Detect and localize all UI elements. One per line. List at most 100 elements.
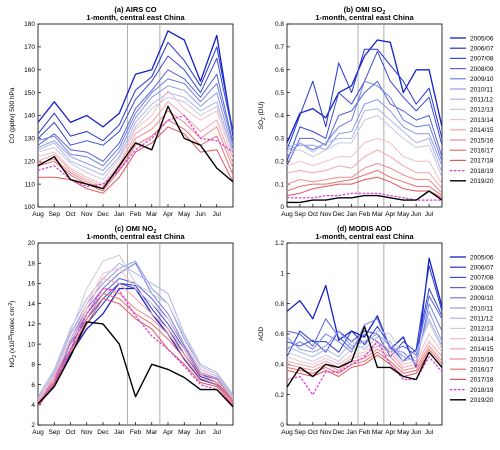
y-tick-label: 0.1 [275,181,284,188]
y-tick-label: 110 [25,181,36,188]
x-tick-label: Apr [385,429,396,436]
x-tick-label: Mar [372,429,384,436]
legend-label: 2007/08 [470,275,494,282]
x-tick-label: Jun [411,429,422,436]
plot-frame [37,242,234,426]
y-axis-label-middle: (x10 [9,340,16,355]
y-tick-label: 0.4 [275,362,284,369]
legend-label: 2012/13 [470,107,494,114]
series-line-2019-20 [287,325,442,388]
x-tick-label: Nov [81,429,93,436]
chart-panel-2: 2 4 6 8 10 12 14 16 18 20 Aug Sep Oct Nov Dec Jan Feb Mar… [8,224,234,436]
chart-title-subscript: 2 [382,10,385,16]
series-line-2013-14 [287,333,442,365]
x-tick-label: May [178,211,191,218]
y-tick-label: 20 [28,240,36,247]
legend-label: 2016/17 [470,148,494,155]
legend-label: 2009/10 [470,295,494,302]
y-axis-label-tail: molec cm [9,307,16,335]
series-line-2006-07 [38,41,233,142]
legend-label: 2014/15 [470,346,494,353]
x-tick-label: Mar [146,429,158,436]
y-tick-label: 1.2 [275,240,284,247]
y-tick-label: 6 [31,382,35,389]
y-tick-label: 0.6 [275,331,284,338]
y-tick-label: 0.5 [275,90,284,97]
x-tick-label: Feb [359,429,371,436]
x-tick-label: Jul [425,429,434,436]
y-tick-label: 0.4 [275,113,284,120]
chart-title-text: (a) AIRS CO [114,5,156,14]
chart-title-text: (b) OMI SO [344,5,383,14]
x-tick-label: Mar [372,211,384,218]
legend-label: 2016/17 [470,367,494,374]
chart-panel-1: 0 0.1 0.2 0.3 0.4 0.5 0.6 0.7 0.8 Aug Sep Oct Nov Dec… [258,5,494,218]
y-tick-label: 16 [28,281,36,288]
y-tick-label: 0 [280,204,284,211]
series-line-2011-12 [287,108,442,173]
legend-label: 2017/18 [470,377,494,384]
series-line-2018-19 [38,287,233,406]
y-axis-label: SO2 (DU) [258,102,267,130]
x-tick-label: Dec [333,429,345,436]
series-line-2017-18 [287,176,442,199]
y-tick-label: 4 [31,402,35,409]
y-tick-label: 10 [28,341,36,348]
series-line-2010-11 [287,99,442,166]
y-axis-label-tail: (DU) [258,102,265,118]
x-tick-label: Aug [281,211,293,218]
x-tick-label: Jul [213,211,222,218]
legend-label: 2019/20 [470,397,494,404]
series-line-2012-13 [38,96,233,181]
legend-label: 2017/18 [470,158,494,165]
series-line-2014-15 [38,277,233,404]
series-line-2006-07 [287,48,442,150]
x-tick-label: Jul [425,211,434,218]
legend-label: 2005/06 [470,254,494,261]
y-tick-label: 18 [28,260,36,267]
x-tick-label: Feb [130,429,142,436]
x-tick-label: Aug [32,429,44,436]
y-tick-label: 100 [24,204,35,211]
x-tick-label: Jan [114,429,125,436]
x-tick-label: Sep [48,211,60,218]
series-line-2016-17 [287,169,442,197]
y-tick-label: 0.8 [275,301,284,308]
y-axis-label-subscript: 2 [12,355,18,358]
x-tick-label: Sep [294,211,306,218]
y-tick-label: 0 [280,422,284,429]
series-line-2018-19 [287,341,442,396]
legend-label: 2012/13 [470,326,494,333]
x-tick-label: Jan [114,211,125,218]
x-tick-label: Dec [333,211,345,218]
chart-subtitle: 1-month, central east China [315,232,414,241]
y-axis-label-superscript-2: -2 [8,302,14,307]
y-tick-label: 120 [24,158,35,165]
x-tick-label: Apr [385,211,396,218]
series-line-2014-15 [287,341,442,368]
series-line-2008-09 [287,295,442,356]
series-line-2016-17 [38,293,233,407]
legend-label: 2015/16 [470,356,494,363]
legend-label: 2005/06 [470,35,494,42]
x-tick-label: Jun [195,429,206,436]
legend-label: 2011/12 [470,97,493,104]
chart-title: (b) OMI SO2 [344,5,386,16]
series-group [287,39,442,204]
series-line-2019-20 [38,105,233,190]
series-line-2010-11 [38,85,233,171]
y-tick-label: 8 [31,362,35,369]
x-tick-label: Oct [308,429,318,436]
chart-title-subscript: 2 [153,229,156,235]
y-axis-label-text: SO [258,120,265,129]
y-tick-label: 0.6 [275,67,284,74]
chart-title-text: (d) MODIS AOD [337,224,392,233]
y-tick-label: 14 [28,301,36,308]
y-axis-label-superscript: 15 [8,335,14,341]
series-line-2014-15 [38,101,233,187]
series-line-2012-13 [38,254,233,400]
series-line-2013-14 [38,89,233,185]
y-axis-label-text: AOD [258,327,265,341]
legend-label: 2011/12 [470,316,493,323]
y-tick-label: 0.2 [275,392,284,399]
